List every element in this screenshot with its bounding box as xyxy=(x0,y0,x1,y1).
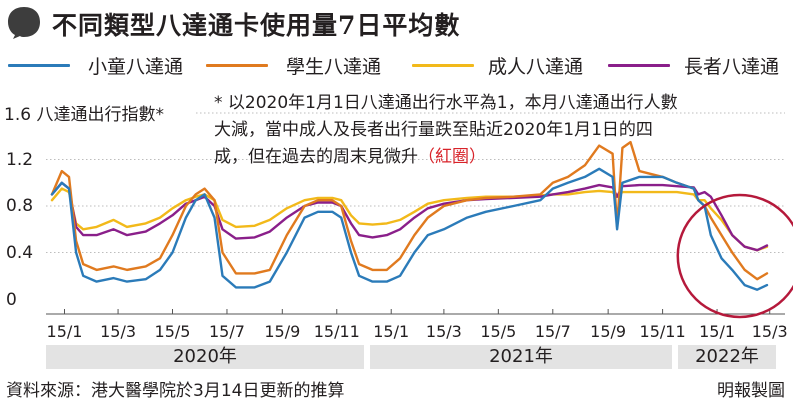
y-tick-label-0-4: 0.4 xyxy=(6,243,34,263)
footnote-line-1: * 以2020年1月1日八達通出行水平為1，本月八達通出行人數 xyxy=(214,93,678,113)
legend-swatch-child xyxy=(8,64,70,67)
y-tick-label-0-8: 0.8 xyxy=(6,196,34,216)
x-tick-label-2: 15/5 xyxy=(155,322,191,341)
year-label-2021: 2021年 xyxy=(489,346,553,367)
x-tick-label-8: 15/5 xyxy=(480,322,516,341)
footnote-line-3-text: 成，但在過去的周末見微升 xyxy=(214,147,418,167)
x-tick-label-6: 15/1 xyxy=(373,322,409,341)
legend: 小童八達通 學生八達通 成人八達通 長者八達通 xyxy=(0,52,793,78)
red-circle-annotation xyxy=(676,193,793,319)
x-tick-label-5: 15/11 xyxy=(314,322,360,341)
footnote-line-2: 大減，當中成人及長者出行量跌至貼近2020年1月1日的四 xyxy=(214,120,653,140)
annotations xyxy=(676,193,793,319)
footnote: * 以2020年1月1日八達通出行水平為1，本月八達通出行人數 大減，當中成人及… xyxy=(214,90,786,171)
x-tick-label-4: 15/9 xyxy=(264,322,300,341)
legend-label-student: 學生八達通 xyxy=(286,56,382,78)
speech-bubble-icon xyxy=(8,7,40,39)
y-tick-label-1-2: 1.2 xyxy=(6,150,34,170)
legend-swatch-elderly xyxy=(608,64,670,67)
x-tick-label-0: 15/1 xyxy=(47,322,83,341)
year-label-2020: 2020年 xyxy=(173,346,237,367)
series-line-adult xyxy=(50,187,769,252)
chart-header: 不同類型八達通卡使用量7日平均數 xyxy=(0,0,793,46)
footnote-line-3: 成，但在過去的周末見微升（紅圈） xyxy=(214,144,786,171)
x-tick-label-10: 15/9 xyxy=(590,322,626,341)
series-line-elderly xyxy=(50,181,769,252)
source-note: 資料來源：港大醫學院於3月14日更新的推算 xyxy=(6,381,345,401)
legend-swatch-student xyxy=(206,64,268,67)
legend-label-elderly: 長者八達通 xyxy=(684,56,780,78)
x-tick-label-12: 15/1 xyxy=(699,322,735,341)
y-axis-caption: 1.6 八達通出行指數* xyxy=(4,105,164,125)
x-tick-label-11: 15/11 xyxy=(640,322,686,341)
legend-label-adult: 成人八達通 xyxy=(488,56,584,78)
x-tick-label-7: 15/3 xyxy=(426,322,462,341)
x-axis: 15/1 15/3 15/5 15/7 15/9 15/11 15/1 15/3 15/5 15/… xyxy=(46,309,788,341)
x-tick-label-1: 15/3 xyxy=(100,322,136,341)
year-bar-2020 xyxy=(46,345,364,369)
year-bar-2021 xyxy=(370,345,672,369)
series-lines xyxy=(50,140,769,291)
series-line-child xyxy=(50,167,769,291)
footnote-red-circle-mark: （紅圈） xyxy=(418,147,486,167)
x-tick-label-13: 15/3 xyxy=(752,322,788,341)
credit: 明報製圖 xyxy=(717,381,785,401)
y-tick-label-0: 0 xyxy=(6,290,17,310)
year-bar-2022 xyxy=(678,345,776,369)
year-label-2022: 2022年 xyxy=(695,346,759,367)
legend-label-child: 小童八達通 xyxy=(88,56,184,78)
x-tick-label-3: 15/7 xyxy=(209,322,245,341)
chart-title: 不同類型八達通卡使用量7日平均數 xyxy=(52,11,461,40)
legend-swatch-adult xyxy=(412,64,474,67)
x-tick-label-9: 15/7 xyxy=(535,322,571,341)
